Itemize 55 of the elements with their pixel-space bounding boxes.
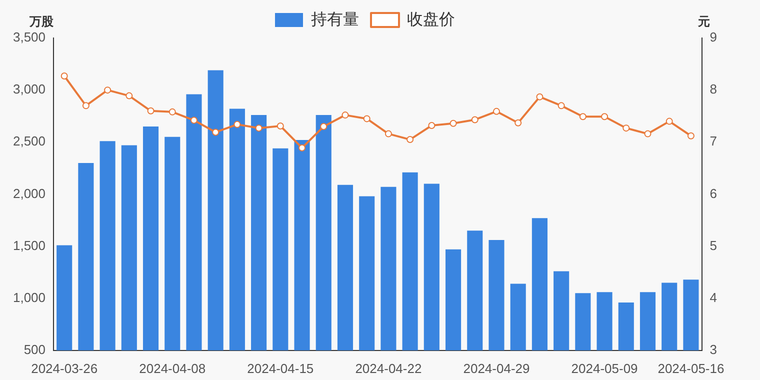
point <box>60 72 68 80</box>
y-tick-label: 1,500 <box>12 238 46 253</box>
point <box>320 123 328 130</box>
y-tick-label: 2,000 <box>12 186 46 201</box>
point <box>276 122 284 130</box>
point <box>363 115 370 122</box>
y2-tick-label: 6 <box>710 186 718 201</box>
point <box>255 124 262 132</box>
y2-tick-label: 3 <box>710 342 718 357</box>
y2-tick-label: 5 <box>710 238 718 253</box>
y2-tick-label: 4 <box>710 290 718 305</box>
x-tick-label: 2024-05-16 <box>658 360 724 376</box>
x-tick-label: 2024-03-26 <box>31 360 98 376</box>
point <box>492 108 500 115</box>
point <box>384 130 392 138</box>
legend-label: 持有量 <box>311 10 359 28</box>
y-axis-title: 万股 <box>28 14 55 28</box>
point <box>536 93 544 100</box>
point <box>104 86 112 94</box>
point <box>687 132 694 140</box>
x-tick-label: 2024-04-22 <box>355 360 422 376</box>
point <box>558 102 565 110</box>
point <box>190 116 198 124</box>
point <box>579 113 586 120</box>
y-tick-label: 1,000 <box>12 290 46 305</box>
point <box>471 116 478 124</box>
point <box>82 102 90 110</box>
y2-tick-label: 9 <box>710 30 718 45</box>
x-tick-label: 2024-05-09 <box>571 360 638 376</box>
point <box>644 130 652 138</box>
point <box>601 113 608 120</box>
y-tick-label: 2,500 <box>12 134 46 149</box>
y2-tick-label: 8 <box>710 82 718 97</box>
point <box>428 122 436 129</box>
point <box>298 144 306 152</box>
point <box>406 136 414 144</box>
point <box>450 120 457 127</box>
point <box>622 124 630 132</box>
point <box>666 118 673 125</box>
point <box>168 108 176 116</box>
legend-label: 收盘价 <box>407 11 455 28</box>
point <box>342 112 349 119</box>
x-tick-label: 2024-04-15 <box>247 360 314 376</box>
y-tick-label: 500 <box>24 342 46 357</box>
y2-axis-title: 元 <box>696 14 710 28</box>
point <box>212 128 220 136</box>
point <box>234 120 241 128</box>
y2-tick-label: 7 <box>710 134 718 149</box>
x-tick-label: 2024-04-29 <box>463 360 530 376</box>
point <box>147 107 154 114</box>
y-tick-label: 3,500 <box>12 30 46 45</box>
point <box>514 119 522 126</box>
y-tick-label: 3,000 <box>12 82 46 97</box>
point <box>126 92 133 100</box>
x-tick-label: 2024-04-08 <box>139 360 206 376</box>
